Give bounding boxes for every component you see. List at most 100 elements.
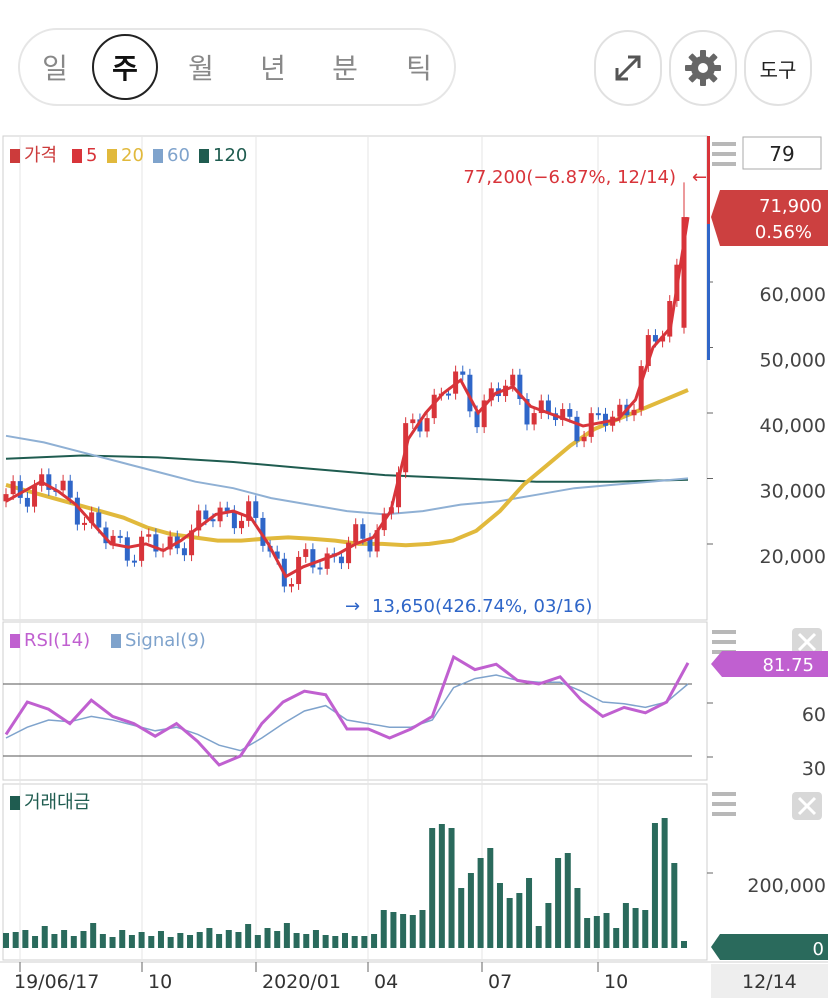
candle bbox=[517, 368, 523, 405]
volume-bar bbox=[419, 910, 426, 948]
candle bbox=[631, 403, 637, 422]
volume-bar bbox=[32, 936, 39, 948]
candle bbox=[545, 394, 551, 420]
volume-bar bbox=[467, 873, 474, 948]
price-legend: 가격 5 20 60 120 bbox=[10, 145, 247, 166]
price-legend-item-2: 20 bbox=[121, 145, 144, 166]
period-minute-button[interactable]: 분 bbox=[332, 52, 358, 85]
volume-bar bbox=[342, 933, 348, 948]
volume-bar bbox=[506, 898, 513, 948]
volume-bar bbox=[216, 934, 223, 948]
rsi-line bbox=[4, 654, 690, 767]
volume-bar bbox=[187, 935, 194, 948]
volume-bar bbox=[332, 936, 339, 948]
rsi-panel bbox=[2, 621, 708, 781]
volume-close-button[interactable] bbox=[792, 792, 822, 820]
fullscreen-button[interactable] bbox=[594, 30, 662, 106]
volume-bar bbox=[496, 883, 503, 948]
volume-value-badge bbox=[711, 934, 828, 960]
period-day-button[interactable]: 일 bbox=[42, 52, 68, 85]
period-month-button[interactable]: 월 bbox=[188, 52, 214, 85]
candle bbox=[231, 505, 237, 535]
volume-bar bbox=[516, 893, 523, 948]
candle bbox=[139, 530, 145, 567]
candle bbox=[681, 182, 687, 334]
price-tick-0: 60,000 bbox=[760, 284, 826, 306]
period-tick-button[interactable]: 틱 bbox=[406, 52, 432, 85]
current-price: 71,900 bbox=[759, 196, 822, 217]
volume-tick-200000: 200,000 bbox=[747, 875, 826, 897]
rsi-panel-menu-icon[interactable] bbox=[712, 630, 736, 654]
price-tick-4: 20,000 bbox=[760, 546, 826, 568]
volume-bar bbox=[61, 930, 68, 948]
volume-bar bbox=[225, 930, 232, 948]
candle bbox=[602, 407, 608, 432]
period-year-button[interactable]: 년 bbox=[260, 52, 286, 85]
expand-icon bbox=[615, 55, 641, 81]
high-annotation: 77,200(−6.87%, 12/14) bbox=[463, 167, 676, 188]
candle bbox=[310, 543, 316, 574]
x-label-0: 19/06/17 bbox=[14, 971, 99, 993]
candle bbox=[3, 488, 9, 508]
volume-bar bbox=[371, 934, 378, 948]
volume-bar bbox=[642, 910, 649, 948]
candle bbox=[124, 531, 130, 567]
candle bbox=[367, 532, 373, 558]
volume-bar bbox=[448, 828, 455, 948]
count-box[interactable] bbox=[742, 136, 822, 170]
tools-button[interactable]: 도구 bbox=[744, 30, 812, 106]
candle bbox=[667, 295, 673, 343]
volume-bar bbox=[293, 933, 300, 948]
period-week-button[interactable]: 주 bbox=[92, 34, 158, 100]
signal-line bbox=[5, 674, 689, 752]
volume-bar bbox=[477, 858, 484, 948]
candle bbox=[117, 530, 123, 544]
period-selector: 일 주 월 년 분 틱 bbox=[18, 28, 456, 106]
volume-bar bbox=[3, 933, 9, 948]
current-price-badge bbox=[711, 190, 828, 246]
volume-bar bbox=[157, 931, 164, 948]
candle bbox=[181, 542, 187, 562]
volume-bar bbox=[245, 924, 252, 948]
candle bbox=[317, 561, 323, 575]
candle bbox=[39, 468, 45, 492]
volume-bar bbox=[671, 863, 678, 948]
price-panel-menu-icon[interactable] bbox=[712, 142, 736, 166]
volume-bar bbox=[409, 915, 416, 948]
ma120-line bbox=[5, 454, 689, 483]
volume-bar bbox=[167, 937, 174, 948]
candle bbox=[417, 413, 423, 438]
x-label-1: 10 bbox=[148, 971, 172, 993]
volume-bar bbox=[90, 923, 97, 948]
volume-bar bbox=[535, 926, 542, 948]
candle bbox=[303, 543, 309, 563]
volume-bar bbox=[41, 926, 48, 948]
rsi-legend: RSI(14) Signal(9) bbox=[10, 630, 206, 651]
candle bbox=[531, 407, 537, 431]
candle bbox=[467, 368, 473, 418]
volume-bar bbox=[545, 903, 552, 948]
volume-current-value: 0 bbox=[813, 939, 824, 960]
low-annotation: 13,650(426.74%, 03/16) bbox=[372, 596, 592, 617]
candle bbox=[196, 504, 202, 537]
candle bbox=[288, 578, 294, 593]
gear-icon bbox=[685, 50, 721, 86]
volume-bar bbox=[254, 935, 261, 948]
candle bbox=[153, 528, 159, 558]
current-change: 0.56% bbox=[755, 222, 812, 243]
candle bbox=[60, 474, 66, 497]
x-current-date: 12/14 bbox=[742, 971, 797, 993]
x-label-3: 04 bbox=[374, 971, 398, 993]
candle bbox=[167, 530, 173, 556]
candle bbox=[560, 403, 566, 426]
settings-button[interactable] bbox=[669, 30, 737, 106]
volume-bar bbox=[681, 941, 687, 948]
rsi-close-button[interactable] bbox=[792, 628, 822, 656]
volume-bar bbox=[70, 936, 77, 948]
price-tick-3: 30,000 bbox=[760, 481, 826, 503]
price-tick-1: 50,000 bbox=[760, 350, 826, 372]
volume-panel-menu-icon[interactable] bbox=[712, 792, 736, 816]
candle bbox=[481, 394, 487, 434]
candle bbox=[338, 550, 344, 570]
